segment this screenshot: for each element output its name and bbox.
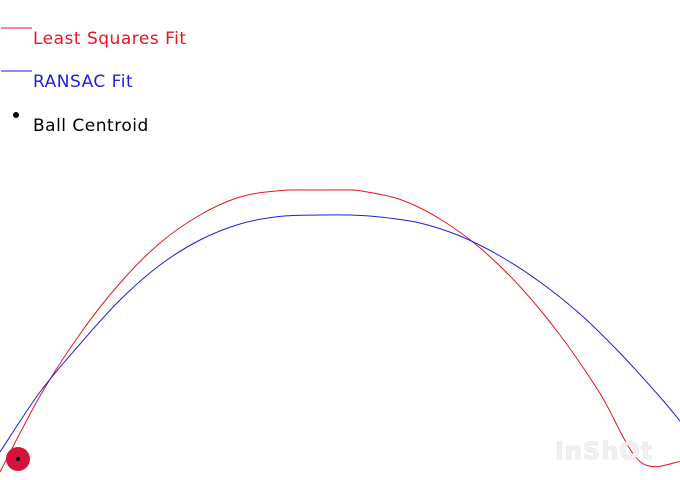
legend-marker-ball-centroid bbox=[13, 112, 19, 118]
watermark: InShOt bbox=[555, 437, 653, 465]
legend-label-ransac: RANSAC Fit bbox=[33, 72, 133, 92]
legend-item-least-squares: Least Squares Fit bbox=[1, 27, 187, 49]
legend-label-ball-centroid: Ball Centroid bbox=[33, 116, 149, 136]
ransac-fit-curve bbox=[0, 214, 680, 453]
legend-item-ransac: RANSAC Fit bbox=[1, 70, 133, 92]
least-squares-fit-curve bbox=[0, 189, 680, 473]
legend-item-ball-centroid: Ball Centroid bbox=[13, 112, 149, 136]
legend: Least Squares Fit RANSAC Fit Ball Centro… bbox=[1, 27, 187, 136]
legend-label-least-squares: Least Squares Fit bbox=[33, 29, 187, 49]
plot-area bbox=[0, 189, 680, 473]
ball-centroid-point bbox=[16, 457, 20, 461]
